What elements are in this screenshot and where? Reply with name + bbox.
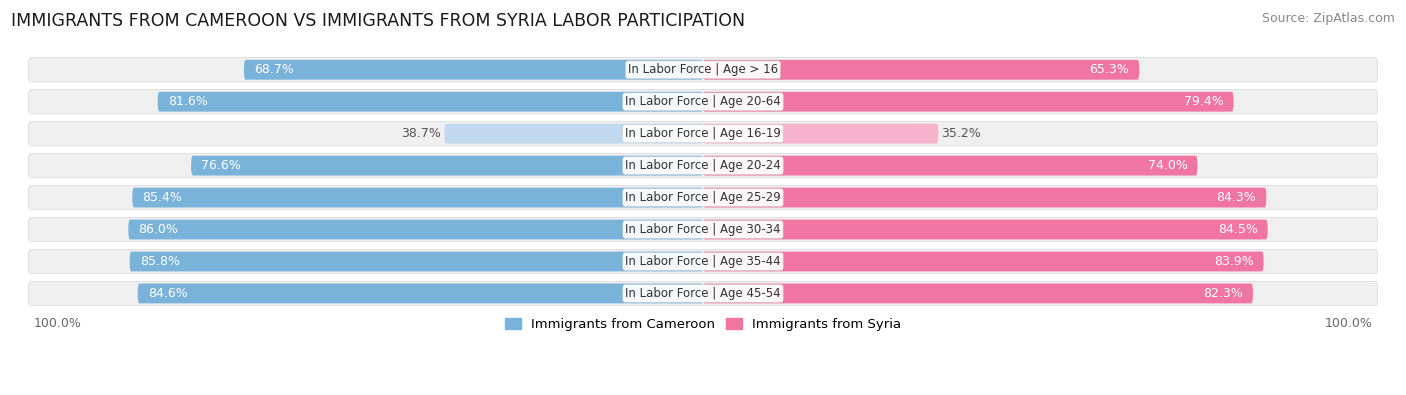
Text: 38.7%: 38.7% xyxy=(401,127,441,140)
Text: In Labor Force | Age 30-34: In Labor Force | Age 30-34 xyxy=(626,223,780,236)
FancyBboxPatch shape xyxy=(157,92,703,112)
Text: 84.6%: 84.6% xyxy=(148,287,187,300)
Text: 65.3%: 65.3% xyxy=(1090,63,1129,76)
Text: 76.6%: 76.6% xyxy=(201,159,240,172)
Text: In Labor Force | Age 16-19: In Labor Force | Age 16-19 xyxy=(626,127,780,140)
Text: In Labor Force | Age 20-24: In Labor Force | Age 20-24 xyxy=(626,159,780,172)
FancyBboxPatch shape xyxy=(28,154,1378,178)
Text: In Labor Force | Age 35-44: In Labor Force | Age 35-44 xyxy=(626,255,780,268)
Text: 82.3%: 82.3% xyxy=(1204,287,1243,300)
FancyBboxPatch shape xyxy=(703,92,1233,112)
FancyBboxPatch shape xyxy=(128,220,703,239)
FancyBboxPatch shape xyxy=(28,249,1378,274)
FancyBboxPatch shape xyxy=(28,281,1378,306)
FancyBboxPatch shape xyxy=(132,188,703,207)
Text: 74.0%: 74.0% xyxy=(1147,159,1188,172)
Text: 68.7%: 68.7% xyxy=(254,63,294,76)
Text: Source: ZipAtlas.com: Source: ZipAtlas.com xyxy=(1261,12,1395,25)
FancyBboxPatch shape xyxy=(444,124,703,144)
FancyBboxPatch shape xyxy=(129,252,703,271)
Legend: Immigrants from Cameroon, Immigrants from Syria: Immigrants from Cameroon, Immigrants fro… xyxy=(505,318,901,331)
Text: In Labor Force | Age 45-54: In Labor Force | Age 45-54 xyxy=(626,287,780,300)
FancyBboxPatch shape xyxy=(28,217,1378,242)
Text: 100.0%: 100.0% xyxy=(1324,317,1372,330)
Text: In Labor Force | Age 25-29: In Labor Force | Age 25-29 xyxy=(626,191,780,204)
FancyBboxPatch shape xyxy=(245,60,703,80)
Text: IMMIGRANTS FROM CAMEROON VS IMMIGRANTS FROM SYRIA LABOR PARTICIPATION: IMMIGRANTS FROM CAMEROON VS IMMIGRANTS F… xyxy=(11,12,745,30)
Text: In Labor Force | Age 20-64: In Labor Force | Age 20-64 xyxy=(626,95,780,108)
Text: 85.4%: 85.4% xyxy=(142,191,183,204)
FancyBboxPatch shape xyxy=(28,122,1378,146)
Text: 86.0%: 86.0% xyxy=(138,223,179,236)
Text: 100.0%: 100.0% xyxy=(34,317,82,330)
FancyBboxPatch shape xyxy=(703,220,1268,239)
FancyBboxPatch shape xyxy=(28,90,1378,114)
Text: In Labor Force | Age > 16: In Labor Force | Age > 16 xyxy=(628,63,778,76)
Text: 84.5%: 84.5% xyxy=(1218,223,1257,236)
FancyBboxPatch shape xyxy=(703,284,1253,303)
Text: 85.8%: 85.8% xyxy=(139,255,180,268)
FancyBboxPatch shape xyxy=(28,185,1378,210)
FancyBboxPatch shape xyxy=(703,252,1264,271)
Text: 81.6%: 81.6% xyxy=(167,95,208,108)
Text: 35.2%: 35.2% xyxy=(942,127,981,140)
FancyBboxPatch shape xyxy=(28,58,1378,82)
FancyBboxPatch shape xyxy=(191,156,703,175)
Text: 83.9%: 83.9% xyxy=(1213,255,1254,268)
FancyBboxPatch shape xyxy=(703,124,938,144)
FancyBboxPatch shape xyxy=(703,60,1139,80)
Text: 79.4%: 79.4% xyxy=(1184,95,1223,108)
FancyBboxPatch shape xyxy=(703,188,1267,207)
FancyBboxPatch shape xyxy=(138,284,703,303)
FancyBboxPatch shape xyxy=(703,156,1198,175)
Text: 84.3%: 84.3% xyxy=(1216,191,1257,204)
